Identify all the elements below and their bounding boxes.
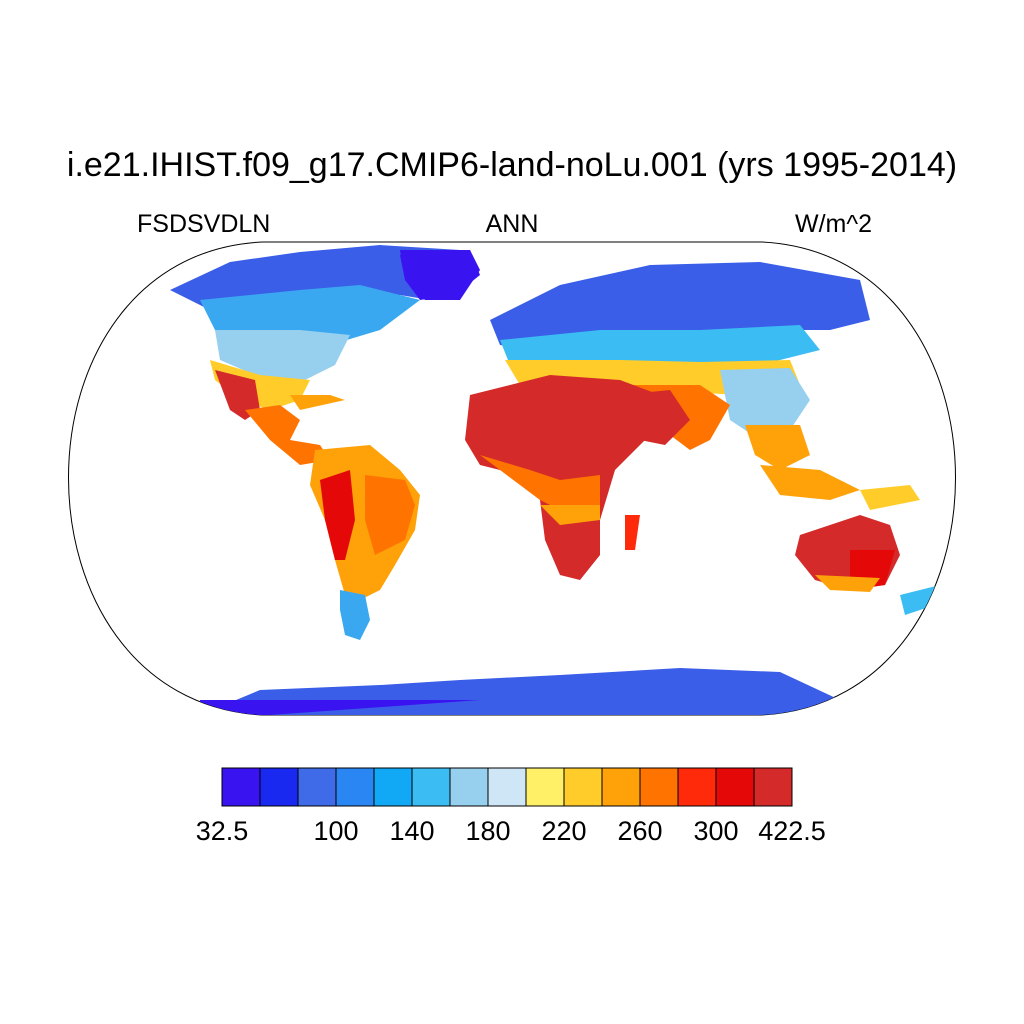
colorbar-tick-label: 140 <box>389 816 435 846</box>
colorbar-box <box>411 767 451 807</box>
colorbar-box <box>487 767 527 807</box>
variable-label: FSDSVDLN <box>137 210 271 238</box>
colorbar-tick-label: 220 <box>541 816 587 846</box>
south-america <box>310 445 420 640</box>
colorbar-box <box>677 767 717 807</box>
colorbar-tick-label: 100 <box>313 816 359 846</box>
greenland <box>400 250 480 300</box>
colorbar-box <box>715 767 755 807</box>
colorbar-tick-label: 300 <box>693 816 739 846</box>
colorbar <box>221 767 793 807</box>
colorbar-box <box>639 767 679 807</box>
season-label: ANN <box>485 210 539 238</box>
colorbar-box <box>753 767 793 807</box>
colorbar-tick-label: 422.5 <box>758 816 826 846</box>
colorbar-box <box>449 767 489 807</box>
colorbar-box <box>221 767 261 807</box>
eurasia <box>490 262 920 510</box>
colorbar-box <box>563 767 603 807</box>
colorbar-box <box>373 767 413 807</box>
colorbar-tick-label: 180 <box>465 816 511 846</box>
units-label: W/m^2 <box>795 210 873 238</box>
australia <box>795 515 940 615</box>
land-field <box>170 245 940 715</box>
plot-title: i.e21.IHIST.f09_g17.CMIP6-land-noLu.001 … <box>66 146 958 184</box>
colorbar-box <box>297 767 337 807</box>
colorbar-tick-label: 260 <box>617 816 663 846</box>
colorbar-box <box>525 767 565 807</box>
antarctica <box>200 668 840 715</box>
colorbar-box <box>259 767 299 807</box>
colorbar-box <box>601 767 641 807</box>
colorbar-box <box>335 767 375 807</box>
colorbar-tick-label: 32.5 <box>195 816 249 846</box>
africa <box>465 375 690 580</box>
